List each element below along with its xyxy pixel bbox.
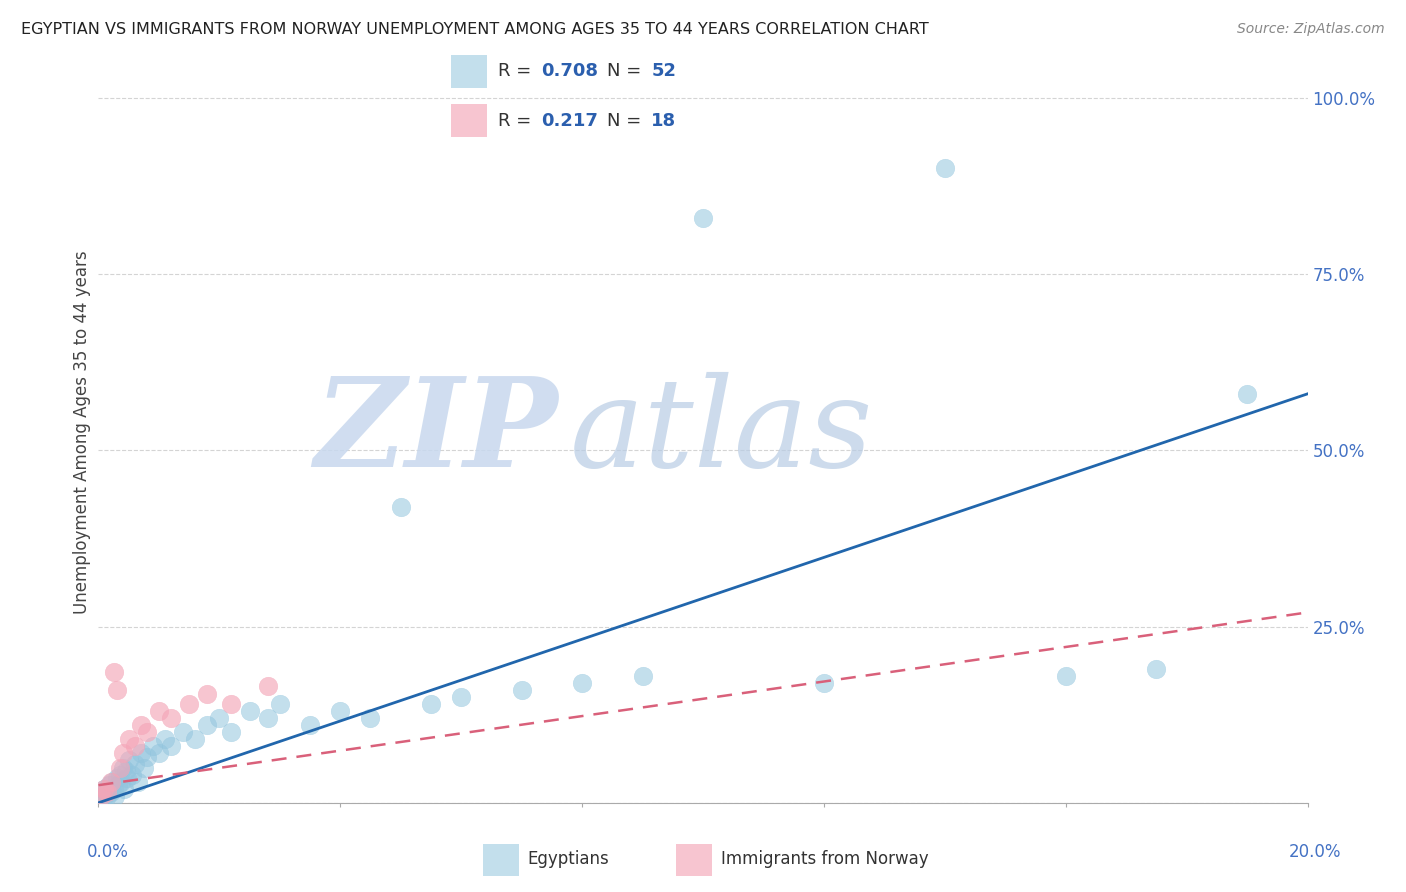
Point: [160, 739, 183, 754]
Text: atlas: atlas: [569, 372, 873, 493]
Point: [111, 760, 134, 774]
Point: [631, 669, 654, 683]
Point: [148, 747, 170, 761]
Point: [389, 500, 412, 514]
Text: R =: R =: [498, 62, 537, 80]
Text: EGYPTIAN VS IMMIGRANTS FROM NORWAY UNEMPLOYMENT AMONG AGES 35 TO 44 YEARS CORREL: EGYPTIAN VS IMMIGRANTS FROM NORWAY UNEMP…: [21, 22, 929, 37]
Text: 0.0%: 0.0%: [87, 843, 129, 861]
Text: Egyptians: Egyptians: [527, 849, 609, 868]
Point: [153, 732, 176, 747]
Text: N =: N =: [607, 112, 647, 129]
Point: [269, 697, 291, 711]
Point: [93, 781, 115, 796]
Text: Source: ZipAtlas.com: Source: ZipAtlas.com: [1237, 22, 1385, 37]
Text: Immigrants from Norway: Immigrants from Norway: [721, 849, 928, 868]
Point: [98, 778, 121, 792]
Point: [360, 711, 382, 725]
Point: [510, 683, 533, 698]
Point: [110, 774, 132, 789]
Point: [329, 704, 352, 718]
Point: [135, 750, 157, 764]
Point: [91, 792, 114, 806]
Point: [1054, 669, 1077, 683]
Point: [132, 760, 155, 774]
Point: [100, 785, 122, 799]
Point: [160, 711, 183, 725]
Point: [1236, 387, 1258, 401]
Text: ZIP: ZIP: [314, 372, 558, 493]
Point: [103, 781, 125, 796]
Point: [221, 697, 243, 711]
Point: [100, 774, 122, 789]
Bar: [451, 104, 486, 137]
Point: [118, 754, 141, 768]
Bar: [451, 55, 486, 87]
Point: [90, 789, 112, 803]
Bar: [482, 844, 519, 876]
Point: [1146, 662, 1168, 676]
Point: [172, 725, 194, 739]
Bar: [676, 844, 711, 876]
Point: [90, 789, 112, 803]
Point: [118, 732, 141, 747]
Point: [114, 764, 136, 778]
Point: [105, 683, 128, 698]
Point: [108, 760, 131, 774]
Text: 0.708: 0.708: [541, 62, 599, 80]
Point: [195, 686, 218, 700]
Point: [112, 781, 135, 796]
Point: [571, 676, 593, 690]
Point: [256, 680, 278, 694]
Point: [148, 704, 170, 718]
Point: [256, 711, 278, 725]
Point: [96, 789, 118, 803]
Point: [179, 697, 201, 711]
Point: [117, 771, 139, 785]
Point: [420, 697, 443, 711]
Point: [184, 732, 207, 747]
Point: [129, 747, 152, 761]
Point: [450, 690, 472, 704]
Point: [104, 789, 127, 803]
Point: [221, 725, 243, 739]
Text: N =: N =: [607, 62, 647, 80]
Point: [105, 771, 128, 785]
Point: [129, 718, 152, 732]
Point: [94, 785, 117, 799]
Point: [100, 774, 122, 789]
Point: [121, 767, 143, 781]
Point: [93, 781, 115, 796]
Point: [692, 211, 714, 225]
Text: 52: 52: [651, 62, 676, 80]
Point: [124, 757, 146, 772]
Text: 20.0%: 20.0%: [1288, 843, 1341, 861]
Point: [135, 725, 157, 739]
Point: [934, 161, 956, 176]
Text: R =: R =: [498, 112, 543, 129]
Point: [195, 718, 218, 732]
Point: [107, 778, 129, 792]
Text: 0.217: 0.217: [541, 112, 599, 129]
Point: [208, 711, 231, 725]
Point: [103, 665, 125, 680]
Point: [239, 704, 262, 718]
Point: [142, 739, 165, 754]
Point: [111, 747, 134, 761]
Y-axis label: Unemployment Among Ages 35 to 44 years: Unemployment Among Ages 35 to 44 years: [73, 251, 91, 615]
Text: 18: 18: [651, 112, 676, 129]
Point: [96, 785, 118, 799]
Point: [127, 774, 149, 789]
Point: [108, 767, 131, 781]
Point: [299, 718, 322, 732]
Point: [124, 739, 146, 754]
Point: [813, 676, 835, 690]
